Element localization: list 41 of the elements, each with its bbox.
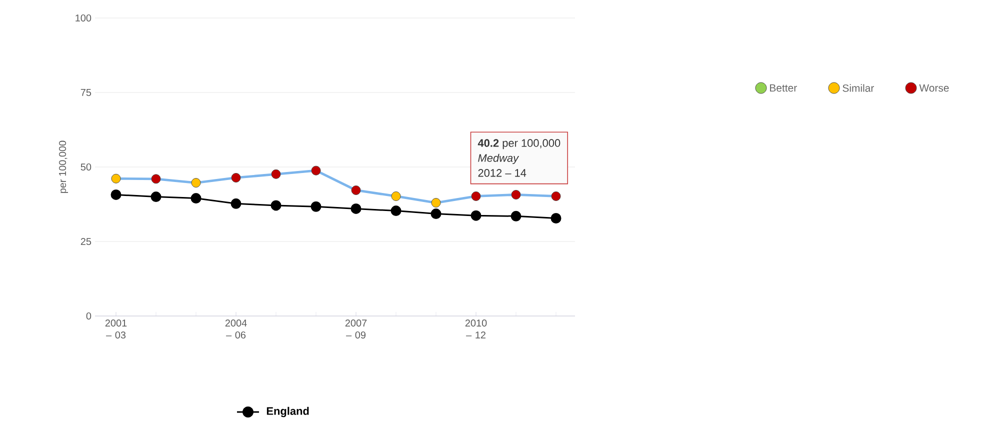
x-tick-label: 2010 – 12: [465, 320, 487, 338]
y-axis-title: per 100,000: [59, 140, 68, 193]
y-tick-label: 25: [80, 238, 92, 246]
point: [431, 198, 441, 208]
point: [511, 190, 521, 200]
legend-label: Better: [770, 84, 797, 92]
point: [391, 191, 401, 201]
point: [350, 203, 362, 214]
annotation: 40.2 per 100,000: [478, 139, 560, 150]
annotation: 2012 – 14: [478, 169, 526, 177]
point: [111, 174, 121, 184]
point: [270, 200, 282, 211]
point: [190, 193, 202, 204]
point: [550, 213, 562, 224]
point: [471, 191, 481, 201]
x-tick-label: 2004 – 06: [225, 320, 247, 339]
point: [430, 208, 442, 220]
point: [470, 210, 482, 221]
y-tick-label: 75: [80, 89, 92, 96]
point: [191, 178, 201, 188]
point: [110, 189, 122, 200]
point: [230, 198, 242, 209]
legend-label: Worse: [919, 84, 949, 92]
point: [151, 174, 161, 184]
point: [231, 172, 241, 182]
point: [351, 185, 361, 195]
point: [510, 210, 522, 222]
legend-label: Similar: [842, 84, 874, 92]
point: [150, 192, 162, 202]
point: [551, 191, 561, 201]
legend-label: England: [266, 406, 309, 418]
point: [310, 201, 322, 212]
point: [390, 206, 402, 216]
y-tick-label: 100: [76, 14, 92, 22]
x-tick-label: 2007 – 09: [345, 320, 367, 339]
annotation: Medway: [478, 154, 520, 164]
y-tick-label: 50: [80, 163, 92, 171]
y-tick-label: 0: [86, 312, 92, 320]
point: [311, 166, 321, 176]
x-tick-label: 2001 – 03: [105, 320, 127, 339]
point: [271, 169, 281, 179]
